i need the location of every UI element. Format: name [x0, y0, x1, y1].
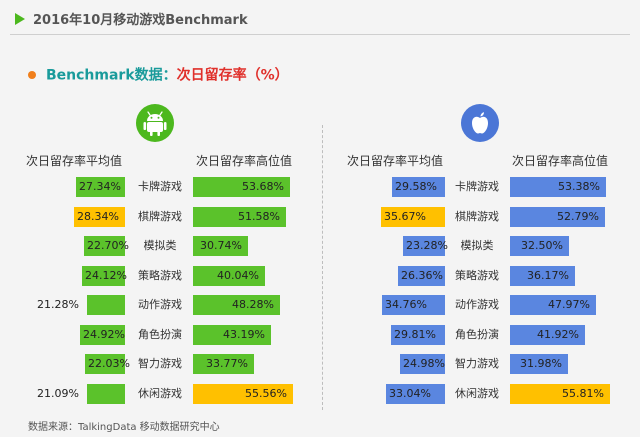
android-high-bar: [193, 325, 271, 345]
android-icon: [136, 104, 174, 142]
ios-avg-bar: [400, 354, 445, 374]
android-avg-bar: [87, 295, 125, 315]
android-high-bar: [193, 295, 280, 315]
ios-high-column-header: 次日留存率高位值: [512, 154, 609, 168]
android-category-label: 棋牌游戏: [138, 210, 182, 223]
android-avg-bar: [84, 236, 125, 256]
ios-avg-bar: [403, 236, 445, 256]
android-category-label: 策略游戏: [138, 269, 182, 282]
android-category-label: 智力游戏: [138, 357, 182, 370]
ios-avg-value-label: 29.58%: [395, 180, 437, 193]
section-heading-label: Benchmark数据：: [46, 67, 177, 84]
android-avg-bar: [85, 354, 125, 374]
ios-high-value-label: 55.81%: [562, 387, 604, 400]
ios-high-value-label: 36.17%: [527, 269, 569, 282]
ios-category-label: 角色扮演: [455, 328, 499, 341]
ios-avg-bar: [382, 295, 445, 315]
ios-high-value-label: 53.38%: [558, 180, 600, 193]
ios-avg-bar: [398, 266, 445, 286]
android-avg-value-label: 28.34%: [77, 210, 119, 223]
android-high-value-label: 33.77%: [206, 357, 248, 370]
ios-high-bar: [510, 295, 596, 315]
ios-avg-bar: [386, 384, 445, 404]
android-high-bar: [193, 384, 293, 404]
android-high-value-label: 43.19%: [223, 328, 265, 341]
ios-high-value-label: 31.98%: [520, 357, 562, 370]
ios-high-bar: [510, 354, 568, 374]
android-avg-value-label: 24.12%: [85, 269, 127, 282]
android-high-value-label: 53.68%: [242, 180, 284, 193]
android-avg-value-label: 22.03%: [88, 357, 130, 370]
android-avg-value-label: 27.34%: [79, 180, 121, 193]
ios-category-label: 休闲游戏: [455, 387, 499, 400]
ios-avg-bar: [392, 177, 445, 197]
ios-avg-value-label: 29.81%: [394, 328, 436, 341]
page-title: 2016年10月移动游戏Benchmark: [33, 13, 248, 28]
android-avg-value-label: 24.92%: [83, 328, 125, 341]
android-high-value-label: 51.58%: [238, 210, 280, 223]
section-heading: Benchmark数据：次日留存率（%）: [28, 64, 289, 85]
android-high-column-header: 次日留存率高位值: [196, 154, 293, 168]
android-avg-value-label: 21.09%: [37, 387, 79, 400]
android-avg-bar: [82, 266, 125, 286]
ios-high-bar: [510, 177, 606, 197]
ios-high-bar: [510, 325, 585, 345]
android-high-value-label: 40.04%: [217, 269, 259, 282]
android-avg-column-header: 次日留存率平均值: [26, 154, 123, 168]
ios-avg-value-label: 24.98%: [403, 357, 445, 370]
android-high-bar: [193, 236, 248, 256]
android-high-bar: [193, 177, 290, 197]
android-high-bar: [193, 207, 286, 227]
ios-avg-bar: [391, 325, 445, 345]
section-heading-metric: 次日留存率（%）: [176, 67, 289, 84]
platform-divider: [322, 125, 323, 410]
header-divider: [10, 34, 630, 35]
ios-avg-bar: [381, 207, 445, 227]
android-category-label: 模拟类: [143, 239, 177, 252]
ios-high-value-label: 32.50%: [521, 239, 563, 252]
ios-high-bar: [510, 384, 610, 404]
data-source-note: 数据来源：TalkingData 移动数据研究中心: [28, 422, 220, 433]
ios-avg-value-label: 33.04%: [389, 387, 431, 400]
bullet-dot-icon: [28, 70, 36, 79]
ios-high-value-label: 41.92%: [537, 328, 579, 341]
android-avg-bar: [74, 207, 125, 227]
ios-avg-value-label: 35.67%: [384, 210, 426, 223]
android-avg-value-label: 22.70%: [87, 239, 129, 252]
ios-category-label: 卡牌游戏: [455, 180, 499, 193]
ios-high-value-label: 52.79%: [557, 210, 599, 223]
ios-high-bar: [510, 266, 575, 286]
page-header: 2016年10月移动游戏Benchmark: [0, 0, 640, 40]
android-category-label: 动作游戏: [138, 298, 182, 311]
ios-avg-value-label: 23.28%: [406, 239, 448, 252]
ios-category-label: 棋牌游戏: [455, 210, 499, 223]
ios-high-value-label: 47.97%: [548, 298, 590, 311]
android-avg-bar: [87, 384, 125, 404]
android-category-label: 休闲游戏: [138, 387, 182, 400]
android-high-bar: [193, 354, 254, 374]
ios-category-label: 动作游戏: [455, 298, 499, 311]
ios-category-label: 模拟类: [460, 239, 494, 252]
android-category-label: 卡牌游戏: [138, 180, 182, 193]
apple-icon: [461, 104, 499, 142]
android-high-value-label: 48.28%: [232, 298, 274, 311]
ios-avg-value-label: 26.36%: [401, 269, 443, 282]
play-triangle-icon: [15, 13, 25, 25]
android-high-value-label: 55.56%: [245, 387, 287, 400]
ios-category-label: 智力游戏: [455, 357, 499, 370]
android-avg-value-label: 21.28%: [37, 298, 79, 311]
ios-avg-value-label: 34.76%: [385, 298, 427, 311]
android-avg-bar: [80, 325, 125, 345]
android-high-value-label: 30.74%: [200, 239, 242, 252]
ios-high-bar: [510, 236, 569, 256]
android-high-bar: [193, 266, 265, 286]
android-avg-bar: [76, 177, 125, 197]
android-category-label: 角色扮演: [138, 328, 182, 341]
ios-category-label: 策略游戏: [455, 269, 499, 282]
ios-high-bar: [510, 207, 605, 227]
ios-avg-column-header: 次日留存率平均值: [347, 154, 444, 168]
